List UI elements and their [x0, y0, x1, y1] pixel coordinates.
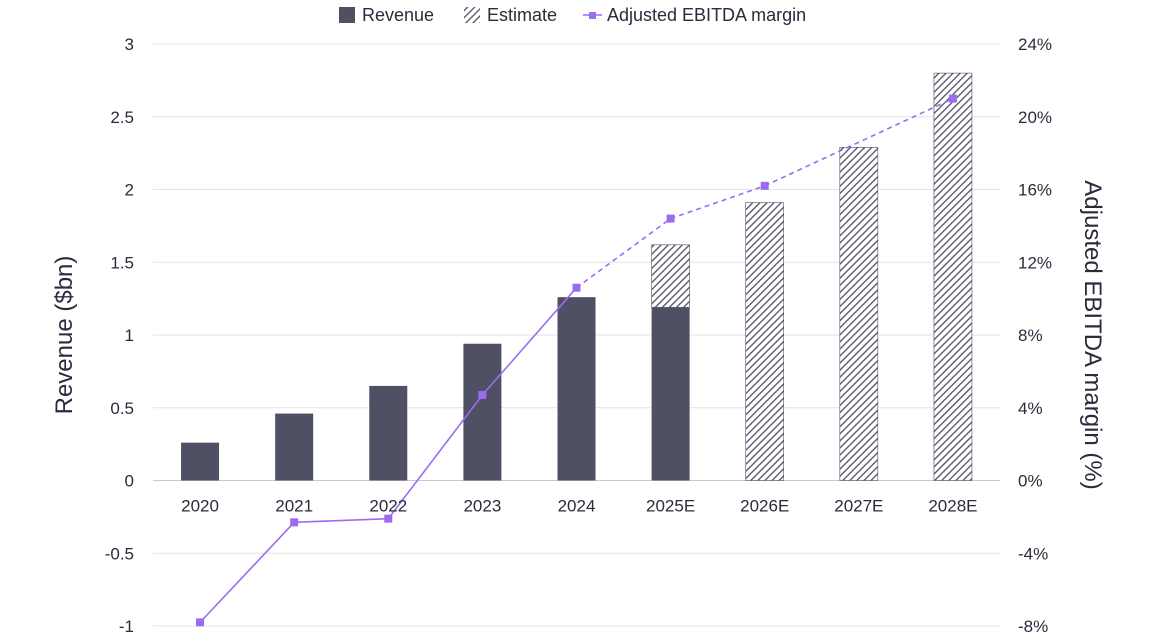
x-tick-label: 2023 [463, 497, 501, 516]
left-tick-label: 1.5 [110, 253, 134, 272]
margin-line-segment [199, 521, 295, 623]
right-tick-label: 24% [1018, 35, 1052, 54]
revenue-bar [369, 385, 408, 481]
estimate-bar [839, 147, 879, 481]
margin-line-segment [481, 287, 578, 396]
margin-point [384, 514, 393, 523]
margin-line [196, 94, 957, 627]
margin-point [478, 391, 487, 400]
margin-line-segment [294, 517, 389, 524]
margin-point [666, 214, 675, 223]
estimate-bar [651, 244, 690, 308]
margin-line-segment-estimate [576, 217, 672, 289]
left-tick-label: 0.5 [110, 399, 134, 418]
estimate-bar [933, 72, 973, 481]
legend-label-revenue: Revenue [362, 5, 434, 25]
legend-swatch-margin-marker [589, 12, 596, 19]
right-axis-ticks: 24% 20% 16% 12% 8% 4% 0% -4% -8% [1018, 35, 1052, 636]
bars [181, 72, 973, 481]
right-tick-label: 0% [1018, 472, 1043, 491]
revenue-bar [275, 413, 314, 481]
right-tick-label: -8% [1018, 617, 1048, 636]
margin-line-segment-estimate [670, 185, 765, 220]
right-axis-title: Adjusted EBITDA margin (%) [1079, 180, 1106, 489]
margin-point [196, 618, 205, 627]
legend: Revenue Estimate Adjusted EBITDA margin [339, 5, 806, 25]
margin-point [948, 94, 957, 103]
left-tick-label: 0 [125, 472, 134, 491]
x-tick-label: 2026E [740, 497, 789, 516]
x-tick-label: 2021 [275, 497, 313, 516]
x-axis-ticks: 2020 2021 2022 2023 2024 2025E 2026E 2027E 2028E [181, 497, 977, 516]
left-axis-ticks: 3 2.5 2 1.5 1 0.5 0 -0.5 -1 [105, 35, 134, 636]
x-tick-label: 2022 [369, 497, 407, 516]
margin-point [760, 181, 769, 190]
revenue-bar [651, 307, 690, 481]
right-tick-label: 4% [1018, 399, 1043, 418]
margin-line-segment-estimate [764, 97, 954, 187]
left-tick-label: 2 [125, 181, 134, 200]
left-tick-label: -0.5 [105, 544, 134, 563]
legend-swatch-revenue [339, 7, 355, 23]
legend-label-estimate: Estimate [487, 5, 557, 25]
legend-label-margin: Adjusted EBITDA margin [607, 5, 806, 25]
right-tick-label: 20% [1018, 108, 1052, 127]
x-tick-label: 2027E [834, 497, 883, 516]
x-tick-label: 2020 [181, 497, 219, 516]
left-tick-label: 1 [125, 326, 134, 345]
margin-point [572, 283, 581, 292]
right-tick-label: 12% [1018, 253, 1052, 272]
left-axis-title: Revenue ($bn) [51, 256, 78, 415]
margin-point [290, 518, 299, 527]
estimate-bar [745, 202, 785, 481]
right-tick-label: 16% [1018, 181, 1052, 200]
revenue-bar [557, 297, 596, 481]
legend-swatch-estimate [464, 7, 480, 23]
left-tick-label: 3 [125, 35, 134, 54]
right-tick-label: 8% [1018, 326, 1043, 345]
revenue-bar [181, 442, 220, 481]
x-tick-label: 2025E [646, 497, 695, 516]
left-tick-label: 2.5 [110, 108, 134, 127]
left-tick-label: -1 [119, 617, 134, 636]
right-tick-label: -4% [1018, 544, 1048, 563]
x-tick-label: 2024 [558, 497, 596, 516]
x-tick-label: 2028E [928, 497, 977, 516]
margin-line-segment [387, 394, 484, 520]
